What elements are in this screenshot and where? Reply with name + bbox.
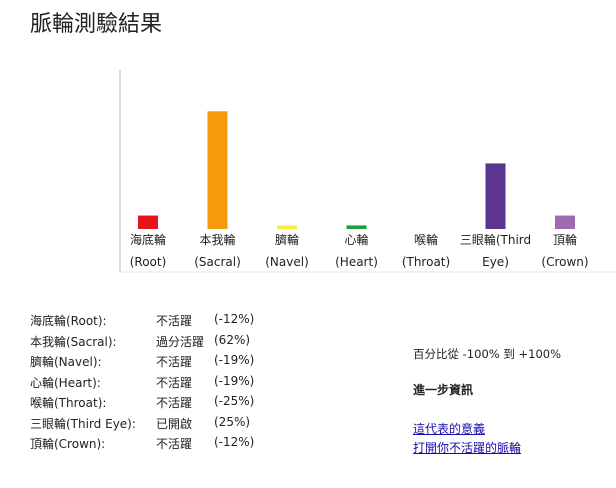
chart-bar-label-line: 喉輪 bbox=[413, 233, 438, 247]
result-name: 本我輪(Sacral): bbox=[30, 334, 117, 349]
chart-bar-label: 臍輪 (Navel) bbox=[246, 229, 328, 273]
result-status: 不活躍 bbox=[156, 375, 193, 390]
chart-bar-label-line: (Heart) bbox=[335, 255, 378, 269]
chart-bar-label-line: 臍輪 bbox=[274, 233, 299, 247]
result-status: 不活躍 bbox=[156, 396, 193, 410]
result-name: 頂輪(Crown): bbox=[30, 437, 106, 451]
chart-bar-label: 海底輪 (Root) bbox=[107, 229, 189, 273]
result-percent: (-19%) bbox=[214, 353, 255, 367]
result-percent: (25%) bbox=[214, 414, 251, 429]
chart-bar bbox=[346, 225, 367, 229]
chart-bar-label-line: 三眼輪(Third bbox=[459, 233, 532, 247]
chart-bar-label-line: 本我輪 bbox=[199, 233, 236, 247]
result-status: 已開啟 bbox=[156, 416, 193, 431]
chart-bar bbox=[138, 215, 158, 229]
result-name: 喉輪(Throat): bbox=[30, 396, 107, 410]
result-name: 三眼輪(Third Eye): bbox=[30, 416, 136, 431]
chart-bar-label: 喉輪 (Throat) bbox=[385, 229, 467, 273]
chart-bar-label-line: (Throat) bbox=[401, 255, 451, 269]
result-percent: (-25%) bbox=[214, 394, 255, 408]
result-status: 過分活躍 bbox=[156, 334, 205, 349]
result-status: 不活躍 bbox=[156, 437, 193, 451]
chart-bar-label: 心輪 (Heart) bbox=[316, 229, 398, 273]
chart-bar-label-line: 心輪 bbox=[344, 233, 369, 247]
chart-bar-label: 三眼輪(Third Eye) bbox=[455, 229, 537, 273]
result-name: 海底輪(Root): bbox=[30, 314, 107, 328]
meaning-link[interactable]: 這代表的意義 bbox=[413, 422, 486, 436]
chart-bar bbox=[485, 163, 506, 229]
chart-bar-label: 頂輪 (Crown) bbox=[524, 229, 606, 273]
result-name: 心輪(Heart): bbox=[30, 375, 101, 390]
result-percent: (-12%) bbox=[214, 435, 255, 449]
chart-bar-label-line: (Root) bbox=[129, 255, 167, 269]
open-inactive-chakras-link[interactable]: 打開你不活躍的脈輪 bbox=[413, 441, 522, 455]
result-percent: (-12%) bbox=[214, 312, 255, 326]
chart-bar-label-line: (Crown) bbox=[541, 255, 589, 269]
percent-range-note: 百分比從 -100% 到 +100% bbox=[413, 347, 562, 361]
chart-bar-label-line: (Sacral) bbox=[194, 255, 241, 269]
chart-bar-label-line: (Navel) bbox=[265, 255, 309, 269]
result-name: 臍輪(Navel): bbox=[30, 355, 102, 369]
more-info-heading: 進一步資訊 bbox=[413, 383, 474, 397]
result-percent: (-19%) bbox=[214, 373, 255, 388]
chart-bar-label-line: 頂輪 bbox=[552, 233, 577, 247]
chart-svg bbox=[119, 70, 616, 273]
chart-bar bbox=[555, 215, 575, 229]
chart-bar-label-line: Eye) bbox=[482, 255, 509, 269]
chart-bar bbox=[207, 111, 228, 229]
result-percent: (62%) bbox=[214, 332, 251, 347]
result-status: 不活躍 bbox=[156, 355, 193, 369]
page-title: 脈輪測驗結果 bbox=[30, 12, 163, 37]
chakra-bar-chart: 海底輪 (Root) 本我輪 (Sacral) 臍輪 (Navel) 心輪 (Heart) 喉輪… bbox=[107, 70, 616, 273]
chart-bar-label-line: 海底輪 bbox=[129, 233, 166, 247]
chart-bar-label: 本我輪 (Sacral) bbox=[177, 229, 259, 273]
chart-bar bbox=[277, 225, 297, 229]
result-status: 不活躍 bbox=[156, 314, 193, 328]
